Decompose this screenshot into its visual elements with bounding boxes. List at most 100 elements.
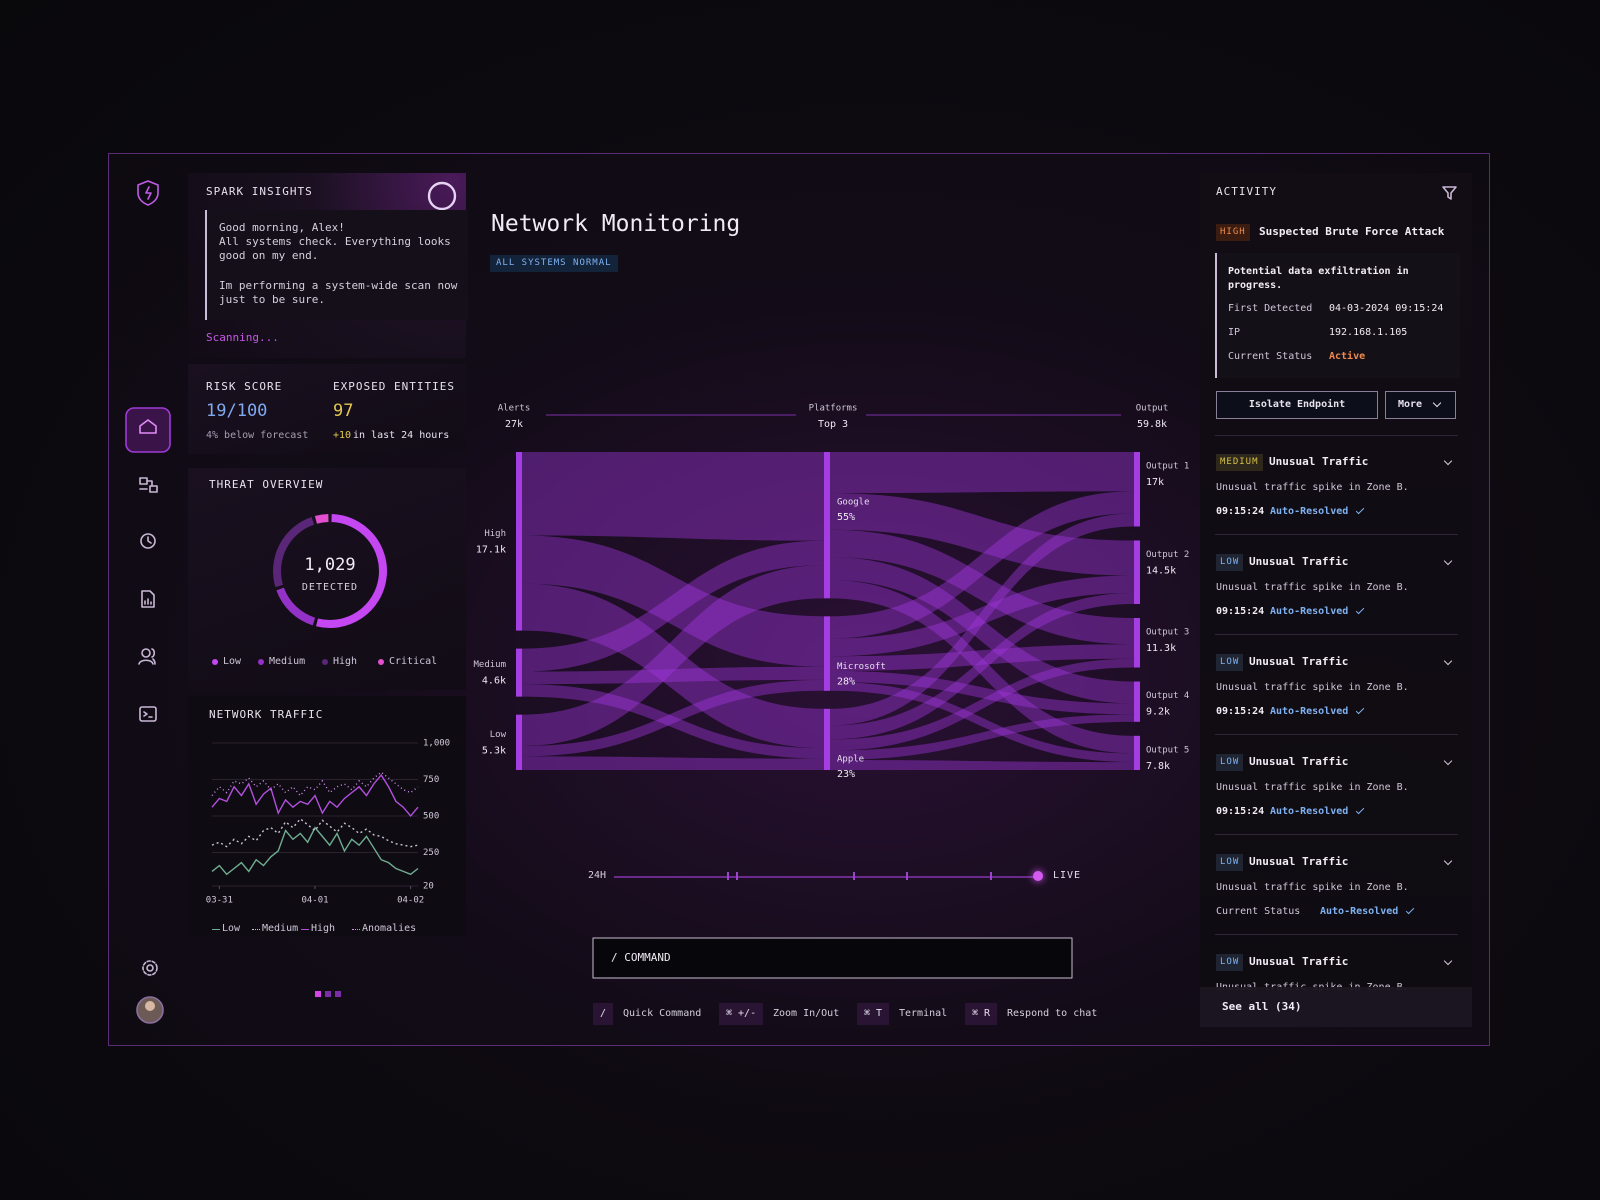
pager-dot[interactable] [315,991,321,997]
item-title: Unusual Traffic [1249,855,1349,868]
node-value: 11.3k [1146,643,1176,654]
timeline-start: 24H [588,870,607,881]
legend-label: Medium [269,656,306,667]
exposed-label: EXPOSED ENTITIES [333,380,455,393]
nav-users[interactable] [138,648,156,665]
legend-label: Critical [389,656,438,667]
sankey-link [830,593,1134,740]
y-tick-label: 750 [423,775,439,785]
nav-reports[interactable] [141,590,155,608]
sankey-link [522,540,824,672]
timeline-tick [906,872,908,880]
node-value: 5.3k [482,745,506,756]
node-name: Google [837,498,870,508]
legend-dot [258,659,264,665]
y-tick-label: 500 [423,811,439,821]
field-label: IP [1228,327,1241,338]
sankey-link [830,513,1134,726]
sankey-link [830,575,1134,657]
item-description: Unusual traffic spike in Zone B. [1216,482,1409,493]
settings[interactable] [142,960,158,976]
divider [1215,734,1458,735]
node-value: 23% [837,769,855,780]
nav-home-active[interactable] [125,407,171,453]
timeline-live-dot[interactable] [1033,871,1043,881]
item-description: Unusual traffic spike in Zone B. [1216,782,1409,793]
chart-title: NETWORK TRAFFIC [209,708,324,721]
sankey-node [516,714,522,770]
node-value: 4.6k [482,676,506,687]
legend-label: Low [223,656,242,667]
threat-panel [188,468,466,690]
field-value: 192.168.1.105 [1329,327,1408,338]
sankey-node [824,616,830,691]
more-button[interactable]: More [1385,391,1456,419]
divider [1215,534,1458,535]
shortcut-key[interactable]: / [593,1003,614,1025]
node-name: Output 3 [1146,628,1189,638]
command-input[interactable]: / COMMAND [611,951,671,964]
divider [1215,834,1458,835]
nav-history[interactable] [140,533,156,549]
legend-dot [322,659,328,665]
sankey-link [830,452,1134,494]
legend-line [301,929,309,930]
sankey-link [522,684,824,759]
nav-flows[interactable] [139,477,158,493]
pager-dot[interactable] [325,991,331,997]
shortcut-key[interactable]: ⌘ +/- [719,1003,764,1025]
spark-orb[interactable] [427,181,457,211]
line-chart: 20 250 500 750 1,000 03-31 04-01 04-02 [206,739,450,906]
node-value: 14.5k [1146,565,1176,576]
section-title: SPARK INSIGHTS [206,185,313,198]
donut-total: 1,029 [304,555,355,575]
severity-badge: LOW [1216,654,1244,671]
shortcut-key[interactable]: ⌘ T [857,1003,890,1025]
filter-icon[interactable] [1442,186,1457,200]
command-box[interactable] [592,937,1073,979]
page-title: Network Monitoring [491,211,741,237]
nav-terminal[interactable] [139,706,157,722]
sankey-link [830,670,1134,715]
sankey-link [830,644,1134,671]
sankey-link [830,759,1134,770]
line-series [211,773,419,818]
timeline-tick [990,872,992,880]
item-status: Auto-Resolved [1270,506,1349,517]
donut-segment [273,517,315,588]
legend-line [212,929,220,930]
timeline-track [614,876,1038,878]
legend-line [252,929,260,930]
shortcut-key[interactable]: ⌘ R [965,1003,998,1025]
isolate-button[interactable]: Isolate Endpoint [1216,391,1378,419]
sankey-links [522,452,1134,770]
line-series [211,771,419,797]
severity-badge: LOW [1216,554,1244,571]
sankey-link [522,535,824,667]
x-tick-label: 03-31 [206,896,233,906]
field-value: 04-03-2024 09:15:24 [1329,303,1444,314]
item-title: Unusual Traffic [1269,455,1369,468]
pager-dot[interactable] [335,991,341,997]
logo[interactable] [137,180,159,206]
item-title: Unusual Traffic [1249,955,1349,968]
field-value: Active [1329,351,1366,362]
alert-description: Potential data exfiltration in progress. [1228,266,1409,291]
sankey-link [830,580,1134,754]
divider [1215,634,1458,635]
severity-badge: LOW [1216,954,1244,971]
message-line: All systems check. Everything looks [219,235,451,248]
risk-label: RISK SCORE [206,380,283,393]
sankey-node [516,648,522,697]
column-total: Top 3 [818,419,848,430]
sankey-link [522,583,824,749]
see-all[interactable]: See all (34) [1222,1000,1302,1013]
severity-badge: MEDIUM [1216,454,1263,471]
donut-chart: 1,029 DETECTED [273,514,387,628]
sankey-link [522,666,824,685]
sankey-node [1134,452,1140,527]
sankey-link [830,714,1134,760]
sankey-node [1134,735,1140,770]
legend-dot [378,659,384,665]
